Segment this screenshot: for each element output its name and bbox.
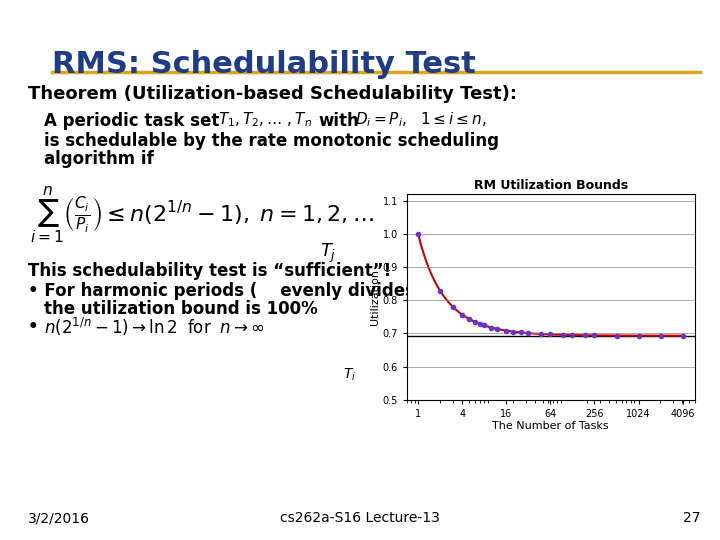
X-axis label: The Number of Tasks: The Number of Tasks xyxy=(492,421,609,431)
Text: algorithm if: algorithm if xyxy=(44,150,154,168)
Text: A periodic task set: A periodic task set xyxy=(44,112,220,130)
Text: is schedulable by the rate monotonic scheduling: is schedulable by the rate monotonic sch… xyxy=(44,132,499,150)
Text: cs262a-S16 Lecture-13: cs262a-S16 Lecture-13 xyxy=(280,511,440,525)
Text: $1 \leq i \leq n,$: $1 \leq i \leq n,$ xyxy=(420,110,487,128)
Text: Theorem (Utilization-based Schedulability Test):: Theorem (Utilization-based Schedulabilit… xyxy=(28,85,517,103)
Text: $\sum_{i=1}^{n}\left(\frac{C_i}{P_i}\right) \leq n(2^{1/n}-1),\; n=1,2,\ldots$: $\sum_{i=1}^{n}\left(\frac{C_i}{P_i}\rig… xyxy=(30,185,374,246)
Text: $D_i = P_i,$: $D_i = P_i,$ xyxy=(355,110,407,129)
Text: This schedulability test is “sufficient”!: This schedulability test is “sufficient”… xyxy=(28,262,391,280)
Text: $T_1,T_2,\ldots\,\,,T_n$: $T_1,T_2,\ldots\,\,,T_n$ xyxy=(218,110,312,129)
Text: • For harmonic periods (    evenly divides    ),: • For harmonic periods ( evenly divides … xyxy=(28,282,452,300)
Text: •: • xyxy=(28,318,39,336)
Text: $n(2^{1/n}-1) \rightarrow \ln 2\;$ for $\;n \rightarrow \infty$: $n(2^{1/n}-1) \rightarrow \ln 2\;$ for $… xyxy=(44,316,265,338)
Text: $T_j$: $T_j$ xyxy=(320,242,336,265)
Y-axis label: Utilization: Utilization xyxy=(369,269,379,325)
Text: 27: 27 xyxy=(683,511,700,525)
Text: 3/2/2016: 3/2/2016 xyxy=(28,511,90,525)
Text: RMS: Schedulability Test: RMS: Schedulability Test xyxy=(52,50,476,79)
Text: the utilization bound is 100%: the utilization bound is 100% xyxy=(44,300,318,318)
Text: with: with xyxy=(318,112,359,130)
Text: $T_i$: $T_i$ xyxy=(343,367,356,383)
Title: RM Utilization Bounds: RM Utilization Bounds xyxy=(474,179,628,192)
